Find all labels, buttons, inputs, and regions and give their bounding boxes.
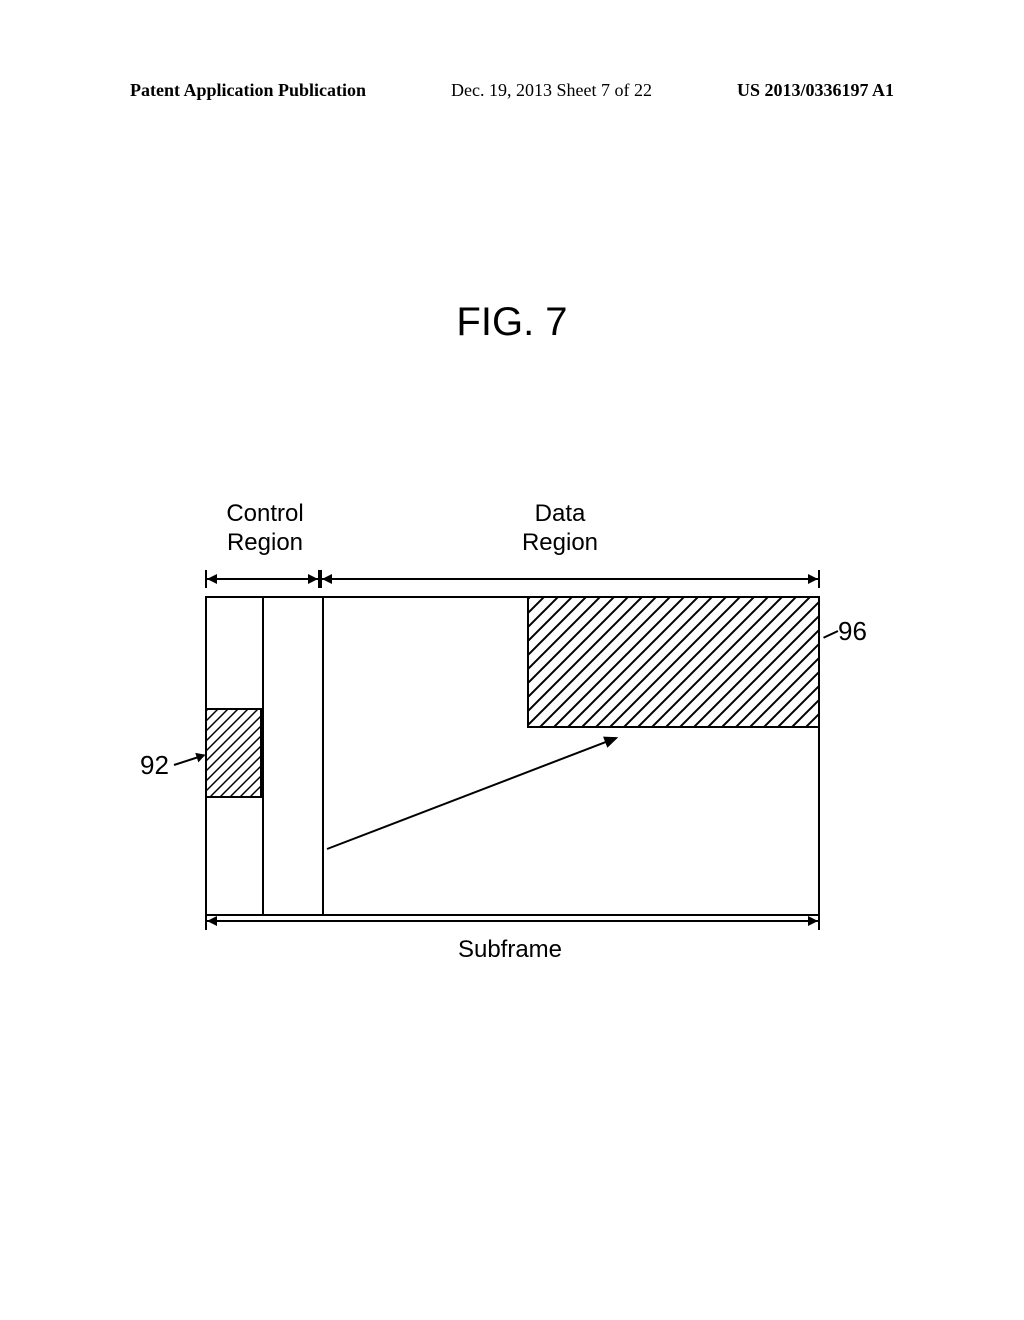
top-brackets [140,570,860,590]
subframe-bracket [205,920,820,922]
arrow-left-icon [207,916,217,926]
pointer-arrow-92-to-96 [327,737,617,850]
header-left: Patent Application Publication [130,80,366,101]
hatched-region-92 [207,708,262,798]
control-region-label-line1: Control [226,500,303,527]
hatch-pattern-icon [529,598,818,726]
data-region-label-line1: Data [535,500,586,527]
page-header: Patent Application Publication Dec. 19, … [0,80,1024,101]
subframe-box [205,596,820,916]
figure-7: Control Region Data Region [140,500,860,960]
callout-96-leader [823,630,838,639]
arrow-left-icon [322,574,332,584]
arrow-left-icon [207,574,217,584]
column-divider-1 [262,598,264,914]
control-region-label: Control Region [205,500,325,558]
hatched-region-96 [527,598,818,728]
arrow-right-icon [308,574,318,584]
figure-title: FIG. 7 [0,300,1024,345]
data-region-label: Data Region [500,500,620,558]
data-region-label-line2: Region [522,529,598,556]
subframe-label: Subframe [140,936,880,964]
callout-96: 96 [838,616,867,647]
header-right: US 2013/0336197 A1 [737,80,894,101]
callout-92: 92 [140,750,169,781]
control-region-label-line2: Region [227,529,303,556]
arrow-right-icon [808,574,818,584]
arrow-right-icon [808,916,818,926]
data-region-bracket [320,578,820,580]
control-region-bracket [205,578,320,580]
hatch-pattern-icon [207,710,260,796]
header-center: Dec. 19, 2013 Sheet 7 of 22 [451,80,652,101]
callout-92-leader [174,754,205,766]
column-divider-2 [322,598,324,914]
